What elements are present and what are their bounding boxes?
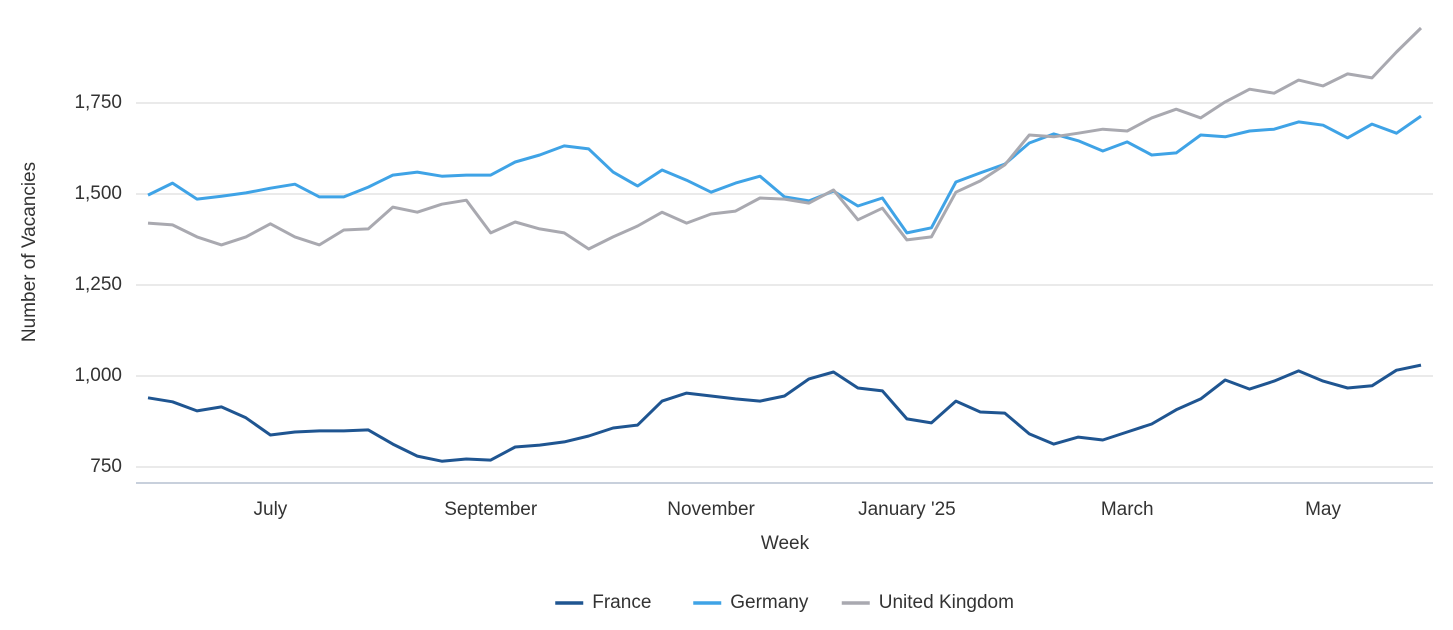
legend-label: France	[592, 592, 651, 613]
line-series	[147, 363, 1422, 463]
y-tick-label: 1,500	[74, 183, 122, 204]
y-tick-label: 1,750	[74, 92, 122, 113]
x-tick-label: May	[1305, 499, 1341, 520]
x-axis-label: Week	[761, 533, 810, 554]
y-tick-label: 1,000	[74, 365, 122, 386]
x-tick-label: January '25	[858, 499, 956, 520]
x-tick-label: March	[1101, 499, 1154, 520]
y-tick-label: 1,250	[74, 274, 122, 295]
x-tick-label: November	[667, 499, 755, 520]
line-series	[147, 26, 1423, 251]
y-tick-label: 750	[90, 456, 122, 477]
legend-label: United Kingdom	[879, 592, 1014, 613]
x-tick-label: July	[254, 499, 288, 520]
line-series	[147, 114, 1422, 235]
y-axis-label: Number of Vacancies	[19, 162, 40, 342]
legend-label: Germany	[730, 592, 809, 613]
x-tick-label: September	[444, 499, 538, 520]
